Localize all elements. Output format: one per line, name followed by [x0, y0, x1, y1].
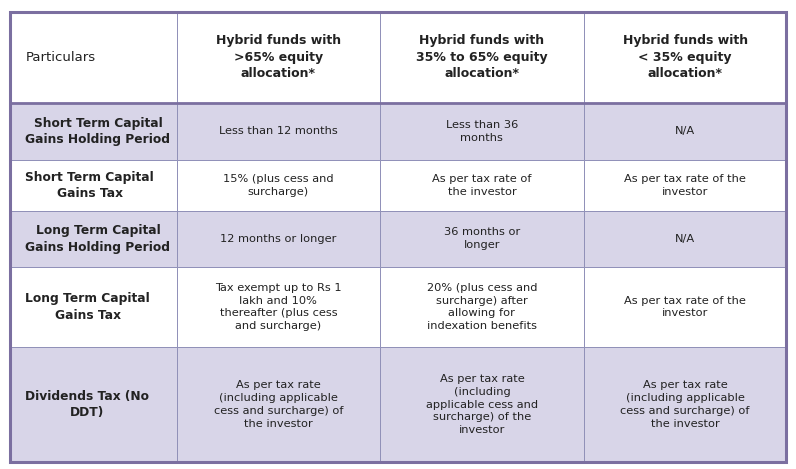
Bar [10, 266, 177, 348]
Bar [177, 160, 380, 211]
Text: Dividends Tax (No
DDT): Dividends Tax (No DDT) [25, 390, 150, 419]
Bar [177, 12, 380, 103]
Text: Less than 12 months: Less than 12 months [219, 127, 338, 136]
Bar [10, 348, 177, 462]
Text: Hybrid funds with
>65% equity
allocation*: Hybrid funds with >65% equity allocation… [216, 34, 341, 80]
Text: N/A: N/A [675, 127, 695, 136]
Text: As per tax rate of the
investor: As per tax rate of the investor [624, 295, 746, 318]
Bar [380, 211, 583, 266]
Text: Particulars: Particulars [25, 51, 96, 64]
Bar [380, 103, 583, 160]
Text: Tax exempt up to Rs 1
lakh and 10%
thereafter (plus cess
and surcharge): Tax exempt up to Rs 1 lakh and 10% there… [215, 283, 341, 331]
Text: 15% (plus cess and
surcharge): 15% (plus cess and surcharge) [223, 174, 334, 197]
Text: Hybrid funds with
< 35% equity
allocation*: Hybrid funds with < 35% equity allocatio… [622, 34, 747, 80]
Bar [10, 160, 177, 211]
Bar [380, 160, 583, 211]
Bar [177, 348, 380, 462]
Text: 20% (plus cess and
surcharge) after
allowing for
indexation benefits: 20% (plus cess and surcharge) after allo… [427, 283, 537, 331]
Bar [583, 348, 786, 462]
Text: Short Term Capital
Gains Holding Period: Short Term Capital Gains Holding Period [25, 117, 170, 146]
Text: N/A: N/A [675, 234, 695, 244]
Text: As per tax rate
(including applicable
cess and surcharge) of
the investor: As per tax rate (including applicable ce… [213, 380, 343, 429]
Text: As per tax rate of
the investor: As per tax rate of the investor [432, 174, 532, 197]
Text: As per tax rate
(including applicable
cess and surcharge) of
the investor: As per tax rate (including applicable ce… [620, 380, 750, 429]
Text: Long Term Capital
Gains Tax: Long Term Capital Gains Tax [25, 292, 150, 322]
Bar [177, 103, 380, 160]
Text: Short Term Capital
Gains Tax: Short Term Capital Gains Tax [25, 171, 154, 200]
Bar [380, 348, 583, 462]
Bar [583, 12, 786, 103]
Text: Hybrid funds with
35% to 65% equity
allocation*: Hybrid funds with 35% to 65% equity allo… [416, 34, 548, 80]
Bar [583, 160, 786, 211]
Text: As per tax rate of the
investor: As per tax rate of the investor [624, 174, 746, 197]
Text: 12 months or longer: 12 months or longer [220, 234, 337, 244]
Bar [177, 266, 380, 348]
Bar [10, 103, 177, 160]
Bar [10, 12, 177, 103]
Bar [583, 266, 786, 348]
Bar [380, 266, 583, 348]
Bar [583, 103, 786, 160]
Bar [380, 12, 583, 103]
Bar [177, 211, 380, 266]
Bar [10, 211, 177, 266]
Bar [583, 211, 786, 266]
Text: Long Term Capital
Gains Holding Period: Long Term Capital Gains Holding Period [25, 224, 170, 254]
Text: 36 months or
longer: 36 months or longer [444, 227, 520, 250]
Text: Less than 36
months: Less than 36 months [446, 120, 518, 143]
Text: As per tax rate
(including
applicable cess and
surcharge) of the
investor: As per tax rate (including applicable ce… [426, 374, 538, 435]
